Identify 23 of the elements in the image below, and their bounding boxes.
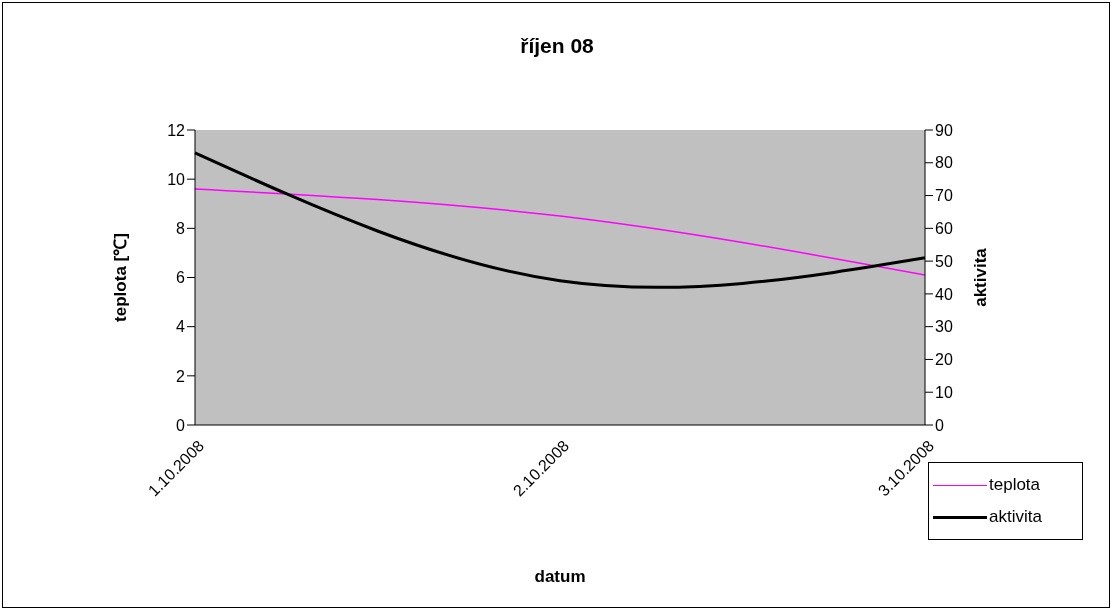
y-axis-title: teplota [℃] xyxy=(111,233,131,322)
y2-tick-label: 10 xyxy=(935,383,953,401)
x-axis-title: datum xyxy=(534,567,586,586)
y2-tick-label: 20 xyxy=(935,351,953,369)
y-tick-label: 10 xyxy=(167,170,186,188)
chart-title: říjen 08 xyxy=(519,34,595,58)
y-tick-label: 4 xyxy=(176,318,186,336)
y2-tick-label: 70 xyxy=(935,187,953,205)
y2-tick-label: 80 xyxy=(935,154,953,172)
y2-tick-label: 40 xyxy=(935,285,953,303)
y2-tick-label: 0 xyxy=(935,416,944,434)
legend-label: aktivita xyxy=(989,507,1042,527)
y2-tick-label: 60 xyxy=(935,220,953,238)
y-tick-label: 6 xyxy=(176,269,186,287)
y2-tick-label: 90 xyxy=(935,121,953,139)
y2-tick-label: 50 xyxy=(935,252,953,270)
y-tick-label: 12 xyxy=(167,121,186,139)
legend-label: teplota xyxy=(989,475,1041,495)
y2-axis-title: aktivita xyxy=(971,247,991,307)
y2-tick-label: 30 xyxy=(935,318,953,336)
y-tick-label: 8 xyxy=(176,220,186,238)
y-tick-label: 2 xyxy=(176,367,186,385)
y-tick-label: 0 xyxy=(176,416,186,434)
